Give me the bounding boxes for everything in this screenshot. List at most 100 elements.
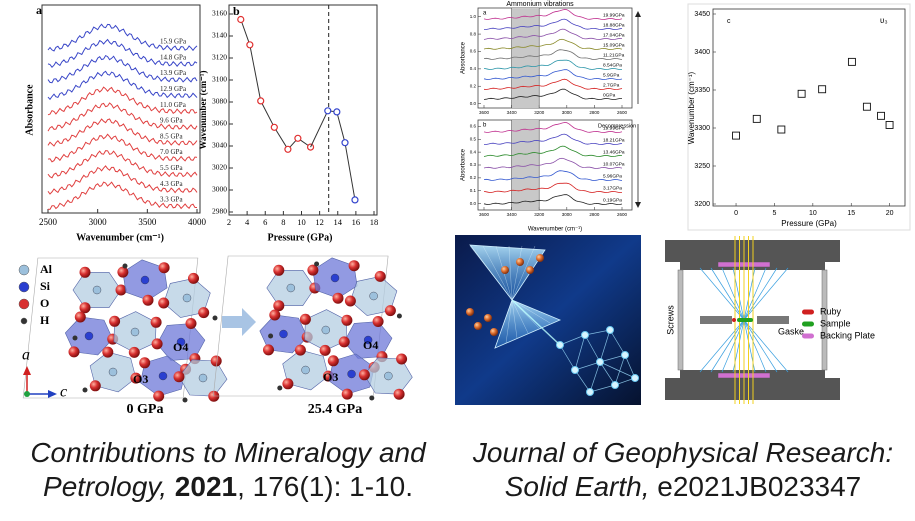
oxygen [109, 315, 121, 327]
facet [511, 299, 529, 334]
panel-label: a [483, 11, 487, 17]
y-tick-label: 2980 [212, 207, 227, 216]
series-label: 19.99GPa [603, 125, 625, 131]
panel-label: a [36, 3, 42, 17]
laser-path [743, 267, 778, 321]
oxygen [273, 300, 285, 312]
oxygen [115, 284, 127, 296]
series-label: 4.3 GPa [160, 180, 183, 188]
panel-border [687, 3, 911, 231]
x-tick-label: 0 [734, 210, 738, 217]
oxygen [282, 378, 294, 390]
spectrum-curve [483, 59, 623, 71]
spectrum-curve [47, 54, 198, 84]
cation [108, 367, 118, 377]
oxygen [153, 390, 165, 402]
panel-label: c [727, 18, 731, 25]
network-link [584, 334, 601, 363]
x-tick-label: 2500 [39, 217, 58, 227]
y-axis-label: Absorbance [461, 148, 467, 181]
shaded-band [511, 8, 540, 108]
network-node [606, 326, 614, 334]
legend-swatch [802, 309, 814, 315]
x-axis-label: Pressure (GPa) [781, 219, 837, 228]
legend-label: Sample [820, 318, 851, 328]
citation: Contributions to Mineralogy and Petrolog… [8, 436, 448, 504]
x-tick-label: 3200 [534, 212, 545, 217]
x-axis-label: Pressure (GPa) [268, 232, 333, 243]
oxygen [348, 260, 360, 272]
cation [347, 369, 356, 379]
oxygen [384, 305, 396, 317]
site-label: O3 [133, 372, 148, 386]
y-tick-label: 3000 [212, 185, 227, 194]
data-point [797, 89, 806, 98]
cation [369, 291, 378, 301]
plot-frame [477, 119, 633, 211]
y-tick-label: 1.0 [470, 14, 477, 19]
spectrum-curve [483, 9, 623, 21]
panel-title: Decompression [598, 123, 636, 129]
oxygen [151, 338, 163, 350]
spectrum-curve [47, 23, 198, 52]
hydrogen [72, 335, 78, 341]
network-link [559, 334, 586, 346]
oxygen [117, 266, 129, 278]
facet [482, 245, 513, 301]
legend-swatch [20, 317, 28, 325]
annotation: υ₃ [880, 16, 888, 25]
y-tick-label: 0.4 [470, 149, 477, 154]
data-point [777, 125, 786, 134]
hydrogen [212, 315, 218, 321]
particle [484, 314, 492, 322]
series-label: 10.07GPa [603, 161, 625, 167]
cation [84, 331, 94, 341]
year: 2021 [174, 471, 238, 502]
oxygen [79, 302, 91, 314]
network-node [596, 358, 604, 366]
x-tick-label: 3400 [507, 110, 518, 115]
x-tick-label: 4000 [188, 217, 207, 227]
oxygen [139, 357, 151, 369]
series-label: 0.19GPa [603, 197, 622, 203]
legend-label: Backing Plate [820, 330, 875, 340]
network-link [599, 361, 636, 379]
plot-frame [477, 7, 633, 109]
x-tick-label: 20 [886, 210, 894, 217]
series-label: 19.99GPa [603, 12, 625, 18]
legend-swatch [18, 298, 30, 310]
facet [505, 299, 513, 344]
series-label: 15.9 GPa [160, 38, 187, 46]
data-point [885, 121, 894, 129]
legend-label: Al [40, 262, 53, 276]
x-tick-label: 10 [297, 217, 306, 227]
y-tick-label: 0.2 [470, 83, 477, 88]
network-link [559, 344, 576, 371]
data-point [246, 41, 254, 49]
axis-label: c [60, 384, 67, 401]
series-label: 17.04GPa [603, 32, 625, 38]
particle [536, 254, 544, 262]
plot-frame [41, 4, 201, 214]
cation [158, 371, 168, 381]
legend-swatch [18, 281, 30, 293]
cation [176, 337, 186, 347]
laser-path [743, 319, 778, 373]
x-tick-label: 6 [263, 217, 267, 227]
particle [490, 328, 498, 336]
oxygen [263, 344, 274, 356]
spectrum-curve [483, 194, 623, 206]
network-link [589, 361, 601, 393]
spectrum-curve [47, 150, 198, 179]
data-point [333, 108, 341, 116]
y-tick-label: 0.4 [470, 66, 477, 71]
x-tick-label: 3000 [562, 212, 573, 217]
spectrum-curve [47, 181, 197, 210]
series-label: 15.09GPa [603, 42, 625, 48]
x-tick-label: 12 [315, 217, 324, 227]
oxygen [319, 344, 331, 356]
legend-swatch [18, 264, 30, 276]
laser-path [743, 267, 767, 321]
series-label: 11.21GPa [603, 52, 625, 58]
gasket-label: Gaske [778, 326, 804, 336]
